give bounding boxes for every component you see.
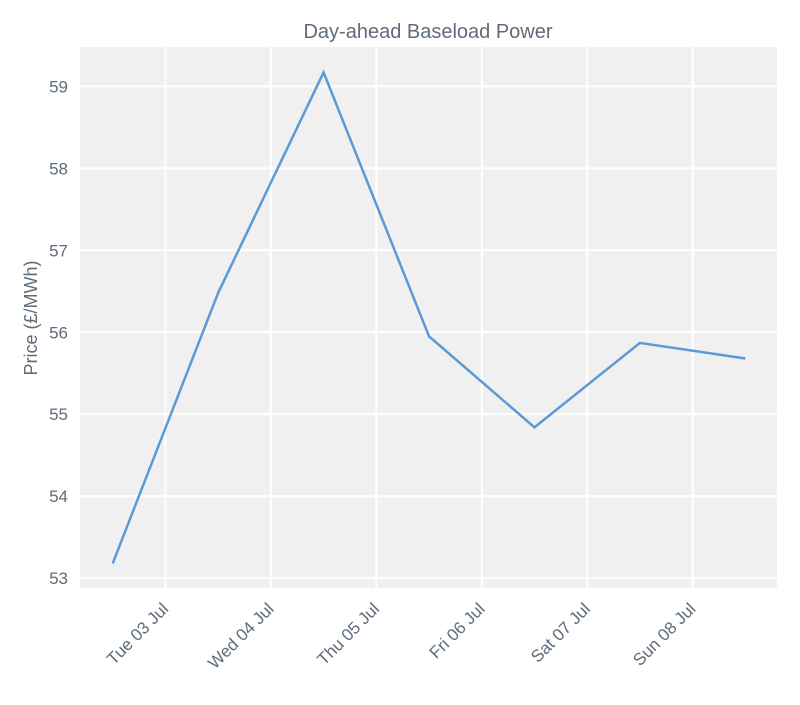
y-tick-label: 56	[49, 323, 68, 342]
line	[111, 69, 746, 564]
x-tick-label: Sun 08 Jul	[629, 599, 699, 669]
y-tick-label: 53	[49, 569, 68, 588]
x-tick-label: Thu 05 Jul	[314, 599, 384, 669]
y-tick-label: 57	[49, 241, 68, 260]
y-tick-label: 59	[49, 77, 68, 96]
x-tick-label: Wed 04 Jul	[204, 599, 277, 672]
x-tick-label: Sat 07 Jul	[527, 599, 594, 666]
y-axis-label: Price (£/MWh)	[21, 260, 41, 375]
y-tick-label: 58	[49, 159, 68, 178]
plot-area	[80, 47, 777, 588]
x-tick-label: Tue 03 Jul	[103, 599, 172, 668]
y-tick-label: 54	[49, 487, 68, 506]
x-tick-label: Fri 06 Jul	[426, 599, 489, 662]
y-tick-label: 55	[49, 405, 68, 424]
chart-title: Day-ahead Baseload Power	[303, 21, 552, 43]
